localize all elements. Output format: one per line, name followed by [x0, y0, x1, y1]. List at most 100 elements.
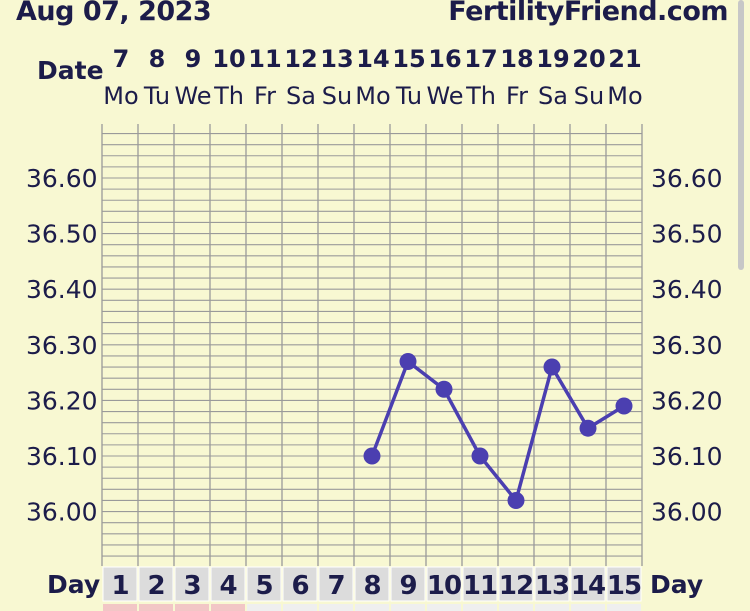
date-label: 21: [608, 45, 641, 73]
day-number-label: 7: [327, 571, 344, 601]
day-cell: [462, 566, 498, 602]
temperature-point[interactable]: [399, 352, 417, 370]
y-tick-label-right: 36.20: [651, 386, 723, 415]
day-number-label: 1: [111, 571, 128, 601]
weekday-label: Tu: [395, 82, 422, 110]
y-tick-label-left: 36.40: [26, 275, 98, 304]
chart-date-title: Aug 07, 2023: [16, 0, 212, 27]
date-label: 20: [572, 45, 605, 73]
day-cell: [174, 566, 210, 602]
temperature-point[interactable]: [363, 447, 381, 465]
next-row-cell: [247, 604, 281, 611]
temperature-point[interactable]: [543, 358, 561, 376]
y-tick-label-right: 36.30: [651, 331, 723, 360]
temperature-point[interactable]: [435, 380, 453, 398]
day-number-label: 12: [499, 571, 533, 601]
next-row-cell: [463, 604, 497, 611]
day-number-label: 13: [535, 571, 569, 601]
day-number-label: 2: [147, 571, 164, 601]
day-cell: [282, 566, 318, 602]
day-cell: [534, 566, 570, 602]
y-tick-label-left: 36.60: [26, 164, 98, 193]
day-row-label-right: Day: [650, 570, 703, 599]
day-cell: [102, 566, 138, 602]
day-cell: [246, 566, 282, 602]
next-row-cell: [139, 604, 173, 611]
date-label: 9: [185, 45, 202, 73]
next-row-cell: [103, 604, 137, 611]
date-label: 17: [464, 45, 497, 73]
day-cell: [570, 566, 606, 602]
day-cell: [354, 566, 390, 602]
next-row-cell: [319, 604, 353, 611]
next-row-cell: [391, 604, 425, 611]
date-label: 16: [428, 45, 461, 73]
next-row-cell: [283, 604, 317, 611]
day-number-label: 8: [363, 571, 380, 601]
temperature-point[interactable]: [507, 491, 525, 509]
site-name[interactable]: FertilityFriend.com: [448, 0, 728, 27]
weekday-label: Mo: [355, 82, 390, 110]
date-label: 10: [212, 45, 245, 73]
weekday-label: Fr: [254, 82, 276, 110]
weekday-label: We: [426, 82, 463, 110]
day-cell: [210, 566, 246, 602]
next-row-cell: [607, 604, 641, 611]
weekday-label: Mo: [607, 82, 642, 110]
weekday-label: Sa: [538, 82, 568, 110]
weekday-label: Sa: [286, 82, 316, 110]
day-number-label: 10: [427, 571, 461, 601]
date-label: 19: [536, 45, 569, 73]
date-label: 13: [320, 45, 353, 73]
day-row-label-left: Day: [47, 570, 100, 599]
day-cell: [426, 566, 462, 602]
next-row-cell: [427, 604, 461, 611]
day-cell: [138, 566, 174, 602]
day-number-label: 3: [183, 571, 200, 601]
date-label: 14: [356, 45, 389, 73]
day-number-label: 9: [399, 571, 416, 601]
date-row-label: Date: [37, 56, 104, 85]
next-row-cell: [499, 604, 533, 611]
y-tick-label-right: 36.50: [651, 220, 723, 249]
date-label: 15: [392, 45, 425, 73]
y-tick-label-left: 36.50: [26, 220, 98, 249]
day-cell: [606, 566, 642, 602]
y-tick-label-left: 36.00: [26, 498, 98, 527]
day-number-label: 5: [255, 571, 272, 601]
date-label: 8: [149, 45, 166, 73]
weekday-label: Th: [465, 82, 496, 110]
day-number-label: 6: [291, 571, 308, 601]
date-label: 18: [500, 45, 533, 73]
weekday-label: Fr: [506, 82, 528, 110]
weekday-label: Mo: [103, 82, 138, 110]
y-tick-label-right: 36.60: [651, 164, 723, 193]
day-number-label: 11: [463, 571, 497, 601]
weekday-label: Tu: [143, 82, 170, 110]
date-label: 11: [248, 45, 281, 73]
temperature-point[interactable]: [579, 419, 597, 437]
day-number-label: 4: [219, 571, 236, 601]
day-number-label: 15: [607, 571, 641, 601]
y-tick-label-right: 36.40: [651, 275, 723, 304]
y-tick-label-left: 36.30: [26, 331, 98, 360]
next-row-cell: [535, 604, 569, 611]
weekday-label: Th: [213, 82, 244, 110]
weekday-label: Su: [322, 82, 352, 110]
weekday-label: We: [174, 82, 211, 110]
y-tick-label-left: 36.20: [26, 386, 98, 415]
weekday-label: Su: [574, 82, 604, 110]
y-tick-label-right: 36.10: [651, 442, 723, 471]
date-label: 12: [284, 45, 317, 73]
temperature-point[interactable]: [615, 397, 633, 415]
next-row-cell: [355, 604, 389, 611]
next-row-cell: [571, 604, 605, 611]
day-cell: [498, 566, 534, 602]
temperature-point[interactable]: [471, 447, 489, 465]
day-cell: [390, 566, 426, 602]
vertical-scrollbar[interactable]: [738, 0, 744, 270]
next-row-cell: [175, 604, 209, 611]
day-number-label: 14: [571, 571, 605, 601]
day-cell: [318, 566, 354, 602]
